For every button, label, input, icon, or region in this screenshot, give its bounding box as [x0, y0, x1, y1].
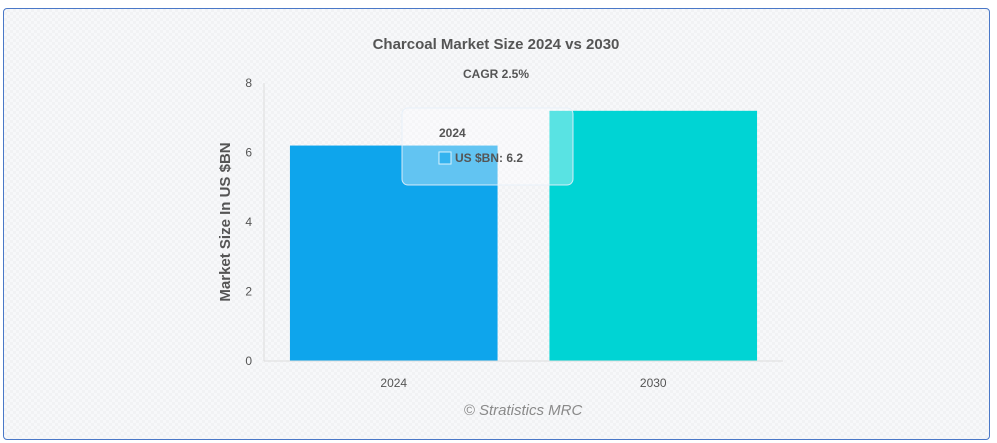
y-tick-label: 8: [245, 76, 252, 90]
y-tick-label: 0: [245, 354, 252, 368]
tooltip-line: US $BN: 6.2: [455, 151, 523, 165]
chart-subtitle: CAGR 2.5%: [463, 67, 529, 81]
y-tick-label: 6: [245, 146, 252, 160]
tooltip-separator: :: [499, 151, 506, 165]
y-tick-label: 2: [245, 285, 252, 299]
bars: [289, 110, 758, 361]
chart-title: Charcoal Market Size 2024 vs 2030: [373, 36, 620, 53]
y-axis-label: Market Size In US $BN: [217, 142, 234, 301]
bar-2024[interactable]: [289, 145, 498, 361]
x-axis: 2024 2030: [380, 376, 667, 390]
tooltip-value: 6.2: [506, 151, 523, 165]
credit-text: © Stratistics MRC: [464, 402, 583, 419]
tooltip-box: [401, 107, 574, 186]
y-tick-label: 4: [245, 215, 252, 229]
x-tick-label: 2030: [640, 376, 667, 390]
tooltip-swatch: [438, 151, 452, 165]
x-tick-label: 2024: [380, 376, 407, 390]
y-axis: 0 2 4 6 8: [245, 76, 252, 368]
tooltip-title: 2024: [439, 126, 466, 140]
bar-2030[interactable]: [549, 110, 758, 361]
tooltip-series-label: US $BN: [455, 151, 499, 165]
tooltip: 2024 US $BN: 6.2: [401, 107, 574, 186]
